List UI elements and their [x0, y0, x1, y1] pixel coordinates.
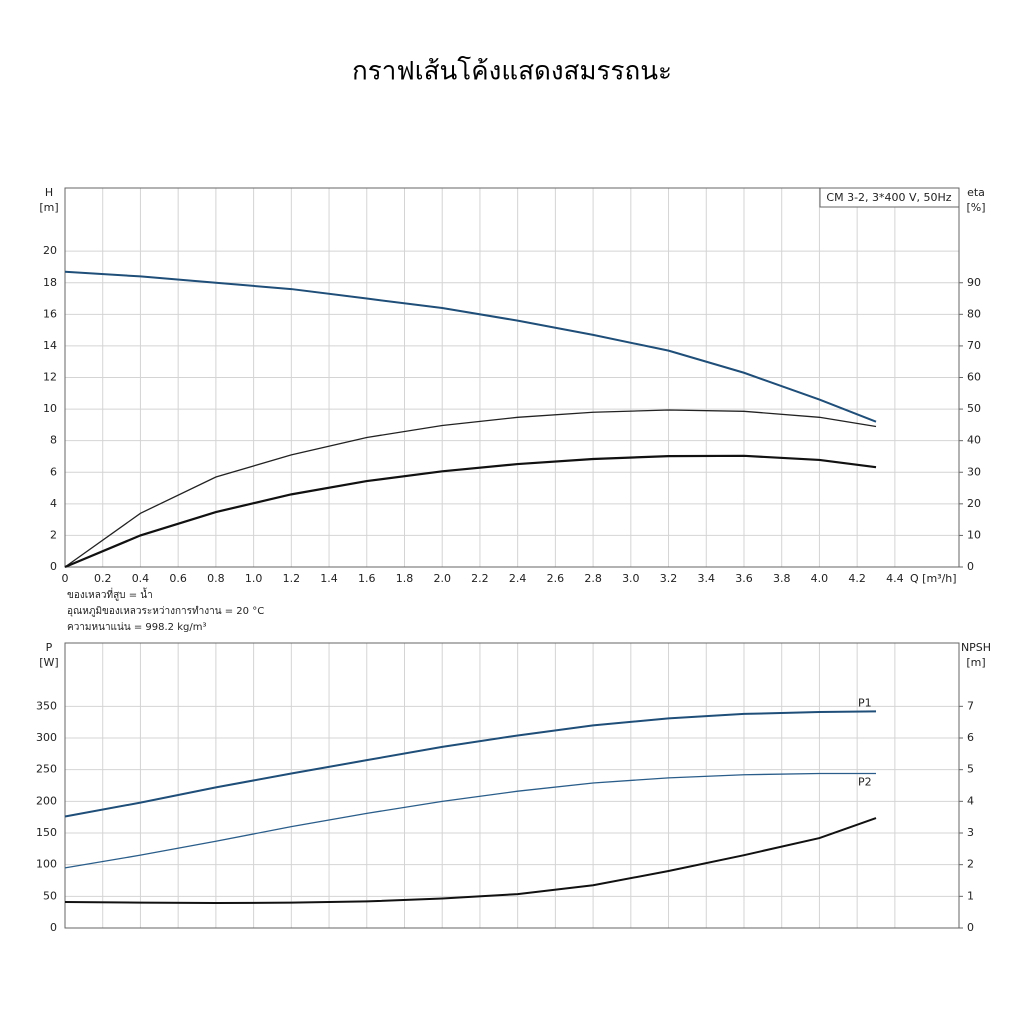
x-tick-label: 4.0: [811, 572, 829, 585]
y-tick-label: 6: [50, 465, 57, 478]
x-axis-label: Q [m³/h]: [910, 572, 957, 585]
x-tick-label: 3.6: [735, 572, 753, 585]
curve-label: P2: [858, 775, 872, 788]
model-box: [819, 187, 960, 208]
x-tick-label: 0.2: [94, 572, 112, 585]
x-tick-label: 3.8: [773, 572, 791, 585]
y-tick-label: 200: [36, 794, 57, 807]
y-tick-label: 50: [43, 889, 57, 902]
x-tick-label: 0.8: [207, 572, 225, 585]
x-tick-label: 2.2: [471, 572, 489, 585]
x-tick-label: 3.4: [698, 572, 716, 585]
x-tick-label: 0.4: [132, 572, 150, 585]
y2-tick-label: 6: [967, 731, 974, 744]
y-tick-label: 20: [43, 244, 57, 257]
y-tick-label: 150: [36, 826, 57, 839]
curve: [64, 454, 877, 569]
x-tick-label: 4.4: [886, 572, 904, 585]
y2-tick-label: 1: [967, 889, 974, 902]
y2-tick-label: 3: [967, 826, 974, 839]
y-tick-label: 14: [43, 339, 57, 352]
x-tick-label: 2.4: [509, 572, 527, 585]
y-tick-label: 2: [50, 528, 57, 541]
y2-tick-label: 30: [967, 465, 981, 478]
x-tick-label: 2.8: [584, 572, 602, 585]
plot-frame: [64, 187, 960, 568]
annotation: อุณหภูมิของเหลวระหว่างการทำงาน = 20 °C: [67, 606, 264, 617]
x-tick-label: 0: [62, 572, 69, 585]
y-axis-label: [W]: [39, 656, 58, 669]
y2-tick-label: 0: [967, 560, 974, 573]
y-tick-label: 12: [43, 371, 57, 384]
plot-area: [65, 643, 959, 928]
plot-frame: [64, 642, 960, 929]
x-tick-label: 2.0: [433, 572, 451, 585]
curve: [64, 772, 877, 869]
y-tick-label: 350: [36, 699, 57, 712]
y-tick-label: 0: [50, 560, 57, 573]
curve: [64, 710, 877, 818]
y2-axis-label: [m]: [966, 656, 985, 669]
y2-tick-label: 50: [967, 402, 981, 415]
y2-axis-label: [%]: [966, 201, 985, 214]
y-tick-label: 0: [50, 921, 57, 934]
y2-tick-label: 40: [967, 434, 981, 447]
x-tick-label: 0.6: [169, 572, 187, 585]
y-tick-label: 8: [50, 434, 57, 447]
x-tick-label: 1.4: [320, 572, 338, 585]
y-axis-label: P: [46, 641, 53, 654]
x-tick-label: 4.2: [848, 572, 866, 585]
y-tick-label: 100: [36, 858, 57, 871]
y2-tick-label: 90: [967, 276, 981, 289]
curve-label: P1: [858, 696, 872, 709]
curve: [64, 270, 877, 423]
x-tick-label: 1.2: [283, 572, 301, 585]
curve: [64, 817, 877, 904]
y2-tick-label: 80: [967, 307, 981, 320]
y2-tick-label: 60: [967, 371, 981, 384]
y2-tick-label: 20: [967, 497, 981, 510]
y-axis-label: H: [45, 186, 53, 199]
y2-tick-label: 70: [967, 339, 981, 352]
x-tick-label: 1.6: [358, 572, 376, 585]
model-label: CM 3-2, 3*400 V, 50Hz: [826, 191, 951, 204]
page-title: กราฟเส้นโค้งแสดงสมรรถนะ: [352, 56, 672, 87]
x-tick-label: 3.2: [660, 572, 678, 585]
y-tick-label: 300: [36, 731, 57, 744]
y-tick-label: 4: [50, 497, 57, 510]
x-tick-label: 1.8: [396, 572, 414, 585]
x-tick-label: 3.0: [622, 572, 640, 585]
y-tick-label: 250: [36, 763, 57, 776]
y2-axis-label: NPSH: [961, 641, 991, 654]
y2-tick-label: 7: [967, 699, 974, 712]
x-tick-label: 1.0: [245, 572, 263, 585]
annotation: ของเหลวที่สูบ = น้ำ: [67, 587, 153, 601]
x-tick-label: 2.6: [547, 572, 565, 585]
y2-tick-label: 2: [967, 858, 974, 871]
y-tick-label: 18: [43, 276, 57, 289]
curve: [64, 409, 877, 568]
y2-tick-label: 0: [967, 921, 974, 934]
y2-axis-label: eta: [967, 186, 985, 199]
y-tick-label: 10: [43, 402, 57, 415]
y2-tick-label: 10: [967, 528, 981, 541]
y2-tick-label: 4: [967, 794, 974, 807]
annotation: ความหนาแน่น = 998.2 kg/m³: [67, 622, 206, 633]
y-axis-label: [m]: [39, 201, 58, 214]
y-tick-label: 16: [43, 307, 57, 320]
y2-tick-label: 5: [967, 763, 974, 776]
